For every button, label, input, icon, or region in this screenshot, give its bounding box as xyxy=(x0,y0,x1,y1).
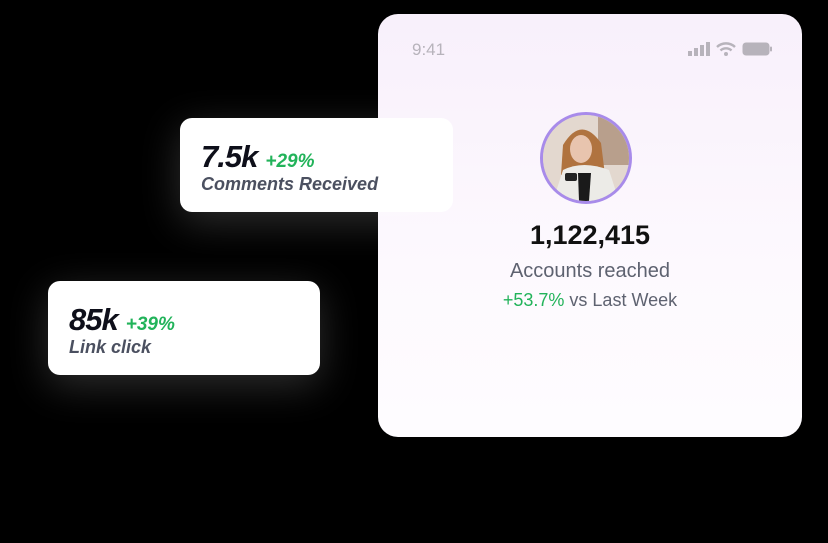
status-bar-icons xyxy=(688,42,772,56)
accounts-reached-value: 1,122,415 xyxy=(529,220,651,250)
stat-value: 7.5k xyxy=(201,139,258,174)
stat-label: Link click xyxy=(69,337,152,357)
weekly-change: +53.7% vs Last Week xyxy=(378,290,802,311)
accounts-reached-label: Accounts reached xyxy=(509,260,671,282)
stat-value: 85k xyxy=(69,302,119,337)
wifi-icon xyxy=(716,42,736,56)
weekly-change-value: +53.7% xyxy=(502,290,565,310)
status-time: 9:41 xyxy=(412,40,446,59)
weekly-change-suffix: vs Last Week xyxy=(564,290,678,310)
avatar xyxy=(540,112,632,204)
stat-label: Comments Received xyxy=(201,174,379,194)
stat-change: +39% xyxy=(125,314,175,335)
phone-screen: 9:41 1,122,415 Accounts reached +53.7% v… xyxy=(378,14,802,437)
stat-value-row: 85k +39% xyxy=(69,302,175,338)
signal-icon xyxy=(688,42,710,56)
stat-value-row: 7.5k +29% xyxy=(201,139,314,175)
stat-card-comments: 7.5k +29% Comments Received xyxy=(180,118,453,212)
stat-change: +29% xyxy=(265,151,315,172)
battery-icon xyxy=(742,42,772,56)
stat-card-link-click: 85k +39% Link click xyxy=(48,281,320,375)
